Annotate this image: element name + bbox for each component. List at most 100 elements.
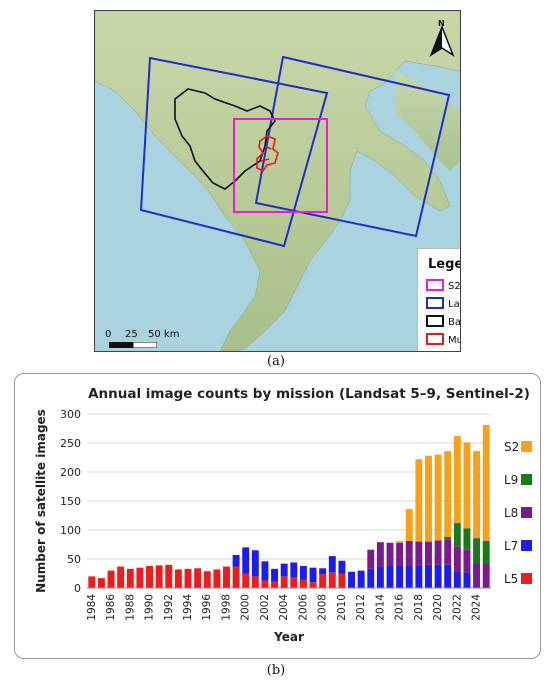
bar-L7-2001	[251, 550, 259, 577]
bar-L7-2007	[309, 567, 317, 583]
bar-L7-2017	[405, 565, 413, 588]
bar-S2-2016	[396, 541, 404, 543]
legend-label-s2: S2 tiles (MGRS)	[448, 281, 461, 292]
bar-L5-1998	[223, 566, 230, 588]
caption-b: (b)	[266, 663, 286, 678]
bar-L7-1999	[232, 554, 240, 567]
legend-item-basilicata: Basilicata region	[426, 315, 460, 328]
bar-L7-2008	[319, 568, 327, 575]
legend-label-L8: L8	[504, 506, 518, 520]
annual-counts-chart: Annual image counts by mission (Landsat …	[34, 386, 532, 644]
bar-L7-2014	[376, 566, 384, 588]
legend-label-L5: L5	[504, 572, 518, 586]
bar-L5-2001	[251, 576, 259, 588]
x-tick-label-2000: 2000	[240, 594, 252, 621]
bar-L5-2002	[261, 580, 269, 588]
legend-label-municipal: Municipal boundaries	[448, 335, 460, 346]
x-tick-label-2012: 2012	[355, 594, 367, 621]
bar-L5-1991	[155, 565, 163, 588]
bar-S2-2022	[453, 436, 461, 524]
bar-L8-2021	[444, 539, 452, 565]
land-mass	[95, 11, 460, 351]
bar-L5-1988	[126, 568, 134, 588]
bar-S2-2017	[405, 509, 413, 542]
legend-swatch-L8	[521, 507, 532, 518]
bar-L5-1999	[232, 566, 240, 588]
bar-L5-1994	[184, 568, 192, 588]
legend-swatch-municipal	[426, 333, 444, 345]
bar-L5-2004	[280, 576, 288, 588]
legend-item-s2: S2 tiles (MGRS)	[426, 279, 461, 292]
legend-label-L7: L7	[504, 539, 518, 553]
bar-L7-2000	[242, 547, 250, 574]
bar-L7-2012	[357, 570, 365, 588]
bar-L7-2023	[463, 572, 471, 588]
bar-L5-1984	[88, 576, 96, 588]
bar-L7-2021	[444, 564, 452, 588]
bar-L5-1992	[165, 564, 173, 588]
x-tick-label-2024: 2024	[471, 594, 483, 621]
bar-L8-2017	[405, 541, 413, 566]
x-tick-label-2002: 2002	[259, 594, 271, 621]
bar-L8-2024	[473, 563, 481, 588]
bar-L5-2003	[271, 581, 279, 588]
bar-L5-1997	[213, 569, 221, 588]
legend-swatch-basilicata	[426, 315, 444, 327]
bar-S2-2021	[444, 451, 452, 537]
heel-peninsula	[395, 71, 460, 171]
x-tick-label-2020: 2020	[432, 594, 444, 621]
x-tick-label-2016: 2016	[394, 594, 406, 621]
x-tick-label-2004: 2004	[278, 594, 290, 621]
bar-L5-1985	[97, 578, 105, 588]
bar-L8-2014	[376, 542, 384, 567]
bar-L8-2015	[386, 542, 394, 566]
legend-label-landsat: Landsat scenes	[448, 299, 460, 310]
x-tick-label-2006: 2006	[297, 594, 309, 621]
legend-swatch-s2	[426, 279, 444, 291]
legend-item-municipal: Municipal boundaries	[426, 333, 460, 346]
x-tick-label-2014: 2014	[374, 594, 386, 621]
bar-S2-2023	[463, 442, 471, 529]
bar-L9-2021	[444, 536, 452, 540]
bar-L9-2025	[482, 541, 490, 564]
y-tick-label-0: 0	[74, 582, 81, 595]
bar-S2-2025	[482, 425, 490, 542]
bar-L8-2016	[396, 542, 404, 566]
north-label: N	[438, 19, 445, 28]
bar-L5-1986	[107, 570, 115, 588]
scale-bar	[109, 342, 157, 348]
bar-L5-2006	[299, 579, 307, 588]
bar-L9-2024	[473, 538, 481, 564]
scale-label-0: 0	[105, 329, 112, 340]
landsat-scene-2	[254, 55, 451, 238]
bar-L5-1990	[146, 565, 153, 588]
bar-L7-2015	[386, 565, 394, 588]
bar-L7-2010	[338, 560, 346, 574]
bar-L7-2003	[271, 568, 279, 582]
s2-tile-outline	[233, 118, 328, 213]
bar-L5-2008	[319, 574, 327, 588]
bar-L7-2016	[396, 565, 404, 588]
caption-a: (a)	[267, 354, 285, 369]
municipal-boundaries-shape	[256, 135, 279, 173]
study-area-map: N 0 25 50 km Legend S2 tiles (MGRS) Land…	[94, 10, 461, 352]
x-tick-label-2022: 2022	[451, 594, 463, 621]
bar-S2-2019	[425, 455, 432, 542]
x-tick-label-1994: 1994	[182, 594, 194, 621]
map-canvas	[95, 11, 460, 351]
bar-L5-1996	[203, 571, 211, 588]
bar-L7-2009	[328, 556, 336, 573]
landsat-scene-1	[139, 56, 329, 248]
bar-L8-2025	[482, 563, 490, 588]
bar-L7-2004	[280, 563, 288, 577]
x-tick-label-1996: 1996	[201, 594, 213, 621]
bar-L8-2020	[434, 540, 442, 565]
bar-L7-2002	[261, 561, 269, 581]
x-tick-label-2008: 2008	[317, 594, 329, 621]
y-axis-title: Number of satellite images	[34, 409, 48, 593]
bar-L5-2000	[242, 573, 250, 588]
bar-L5-1987	[117, 566, 125, 588]
bar-L5-2010	[338, 573, 346, 588]
bar-L8-2013	[367, 549, 375, 569]
bar-L7-2005	[290, 562, 298, 577]
